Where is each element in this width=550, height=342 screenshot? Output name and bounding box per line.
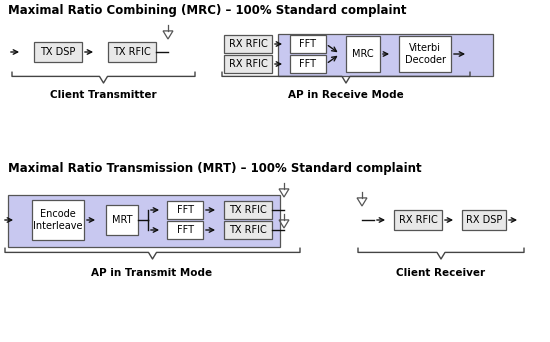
Text: AP in Transmit Mode: AP in Transmit Mode [91, 268, 212, 278]
Bar [224, 221, 272, 239]
Text: FFT: FFT [177, 225, 194, 235]
Text: RX RFIC: RX RFIC [229, 39, 267, 49]
Text: MRC: MRC [352, 49, 374, 59]
Bar [290, 35, 326, 53]
Bar [346, 36, 380, 72]
Bar [8, 195, 280, 247]
Text: TX RFIC: TX RFIC [229, 205, 267, 215]
Bar [34, 42, 82, 62]
Bar [394, 210, 442, 230]
Bar [32, 200, 84, 240]
Bar [106, 205, 138, 235]
Text: MRT: MRT [112, 215, 132, 225]
Text: FFT: FFT [177, 205, 194, 215]
Bar [224, 35, 272, 53]
Text: Maximal Ratio Transmission (MRT) – 100% Standard complaint: Maximal Ratio Transmission (MRT) – 100% … [8, 162, 422, 175]
Text: RX RFIC: RX RFIC [229, 59, 267, 69]
Text: RX RFIC: RX RFIC [399, 215, 437, 225]
Text: Encode
Interleave: Encode Interleave [33, 209, 82, 231]
Bar [290, 55, 326, 73]
Text: TX RFIC: TX RFIC [113, 47, 151, 57]
Bar [108, 42, 156, 62]
Bar [167, 201, 203, 219]
Text: FFT: FFT [300, 59, 316, 69]
Text: AP in Receive Mode: AP in Receive Mode [288, 90, 404, 100]
Text: RX DSP: RX DSP [466, 215, 502, 225]
Bar [462, 210, 506, 230]
Bar [399, 36, 451, 72]
Text: TX RFIC: TX RFIC [229, 225, 267, 235]
Text: Viterbi
Decoder: Viterbi Decoder [404, 43, 446, 65]
Text: Client Transmitter: Client Transmitter [50, 90, 156, 100]
Bar [278, 34, 493, 76]
Bar [224, 55, 272, 73]
Bar [224, 201, 272, 219]
Text: Maximal Ratio Combining (MRC) – 100% Standard complaint: Maximal Ratio Combining (MRC) – 100% Sta… [8, 4, 406, 17]
Bar [167, 221, 203, 239]
Text: Client Receiver: Client Receiver [397, 268, 486, 278]
Text: TX DSP: TX DSP [40, 47, 76, 57]
Text: FFT: FFT [300, 39, 316, 49]
